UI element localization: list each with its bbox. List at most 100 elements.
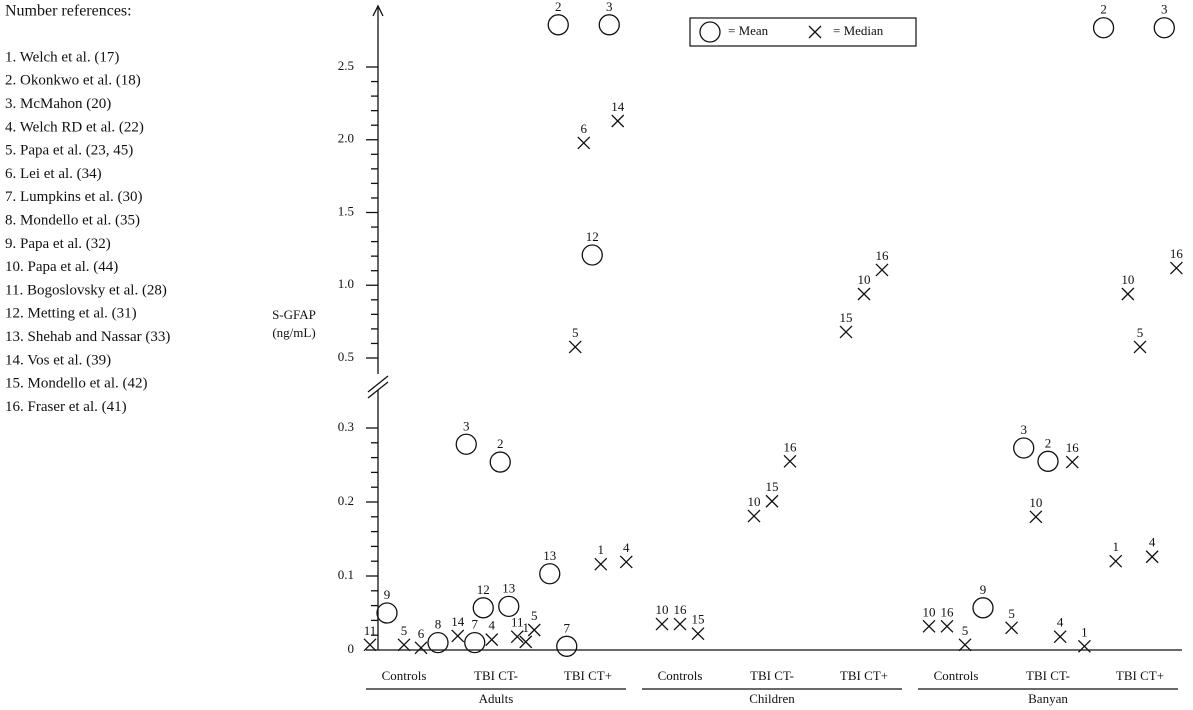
data-point	[568, 340, 582, 354]
point-label: 1	[1112, 539, 1119, 554]
data-point	[577, 136, 591, 150]
data-point	[747, 509, 761, 523]
y-tick-label: 0.1	[338, 567, 354, 582]
data-point	[451, 629, 465, 643]
point-label: 2	[555, 0, 562, 14]
point-label: 12	[586, 229, 599, 244]
reference-item: 11. Bogoslovsky et al. (28)	[5, 282, 167, 298]
data-point	[1037, 450, 1059, 472]
point-label: 10	[748, 494, 761, 509]
point-label: 5	[572, 325, 579, 340]
data-point	[414, 641, 428, 655]
point-label: 13	[502, 580, 515, 595]
point-label: 10	[923, 604, 936, 619]
reference-item: 15. Mondello et al. (42)	[5, 376, 147, 392]
axis-arrow	[372, 4, 384, 17]
y-tick-label: 1.5	[338, 203, 354, 218]
reference-item: 16. Fraser et al. (41)	[5, 399, 127, 415]
data-point	[765, 494, 779, 508]
legend-marker	[808, 25, 822, 39]
point-label: 4	[489, 618, 496, 633]
point-label: 15	[766, 479, 779, 494]
point-label: 11	[511, 615, 524, 630]
x-tick-label: TBI CT-	[1026, 668, 1070, 683]
data-point	[1077, 639, 1091, 653]
data-point	[581, 244, 603, 266]
y-tick-label: 0.5	[338, 349, 354, 364]
data-point	[783, 454, 797, 468]
legend-box	[689, 17, 917, 47]
reference-item: 14. Vos et al. (39)	[5, 352, 111, 368]
group-label: Banyan	[1028, 691, 1068, 706]
data-point	[1065, 455, 1079, 469]
data-point	[1145, 550, 1159, 564]
reference-item: 6. Lei et al. (34)	[5, 166, 102, 182]
x-tick-label: TBI CT-	[474, 668, 518, 683]
point-label: 5	[962, 623, 969, 638]
point-label: 5	[1008, 606, 1015, 621]
data-point	[498, 595, 520, 617]
point-label: 1	[1081, 624, 1088, 639]
legend-label: = Mean	[728, 23, 769, 38]
point-label: 2	[1100, 2, 1107, 17]
x-tick-label: TBI CT-	[750, 668, 794, 683]
point-label: 4	[1057, 615, 1064, 630]
data-point	[527, 623, 541, 637]
reference-item: 10. Papa et al. (44)	[5, 259, 118, 275]
data-point	[691, 627, 705, 641]
point-label: 14	[451, 614, 465, 629]
y-tick-label: 1.0	[338, 276, 354, 291]
data-point	[673, 617, 687, 631]
point-label: 2	[1045, 435, 1052, 450]
y-axis-label: S-GFAP	[272, 307, 316, 322]
point-label: 10	[858, 272, 871, 287]
legend-label: = Median	[833, 23, 884, 38]
data-point	[556, 635, 578, 657]
data-point	[1092, 17, 1115, 39]
data-point	[464, 631, 486, 654]
point-label: 8	[435, 617, 442, 632]
point-label: 14	[611, 99, 625, 114]
point-label: 16	[1066, 440, 1080, 455]
reference-item: 12. Metting et al. (31)	[5, 306, 137, 322]
data-point	[875, 263, 889, 277]
data-point	[1153, 17, 1175, 39]
point-label: 1	[523, 620, 530, 635]
reference-item: 5. Papa et al. (23, 45)	[5, 143, 133, 159]
point-label: 13	[543, 548, 556, 563]
data-point	[363, 638, 377, 652]
point-label: 16	[784, 439, 798, 454]
data-point	[427, 631, 449, 654]
y-tick-label: 2.5	[338, 58, 354, 73]
data-point	[1029, 510, 1043, 524]
data-point	[547, 14, 569, 36]
data-point	[940, 619, 954, 633]
data-point	[519, 635, 533, 649]
point-label: 9	[980, 582, 987, 597]
data-point	[655, 617, 669, 631]
point-label: 12	[477, 582, 490, 597]
reference-item: 7. Lumpkins et al. (30)	[5, 189, 142, 205]
x-tick-label: Controls	[934, 668, 979, 683]
point-label: 3	[1020, 422, 1027, 437]
y-tick-label: 0	[348, 641, 355, 656]
data-point	[489, 451, 511, 473]
x-tick-label: Controls	[658, 668, 703, 683]
point-label: 11	[364, 623, 377, 638]
group-label: Adults	[479, 691, 514, 706]
point-label: 4	[623, 540, 630, 555]
data-point	[1169, 261, 1183, 275]
reference-item: 4. Welch RD et al. (22)	[5, 119, 144, 135]
data-point	[485, 633, 499, 647]
data-point	[1121, 287, 1135, 301]
y-axis-label: (ng/mL)	[272, 325, 315, 340]
point-label: 16	[1170, 246, 1184, 261]
legend-marker	[699, 21, 721, 43]
x-tick-label: TBI CT+	[1116, 668, 1164, 683]
axis-break	[367, 375, 389, 393]
point-label: 6	[581, 121, 588, 136]
reference-item: 9. Papa et al. (32)	[5, 236, 111, 252]
point-label: 3	[1161, 2, 1168, 17]
